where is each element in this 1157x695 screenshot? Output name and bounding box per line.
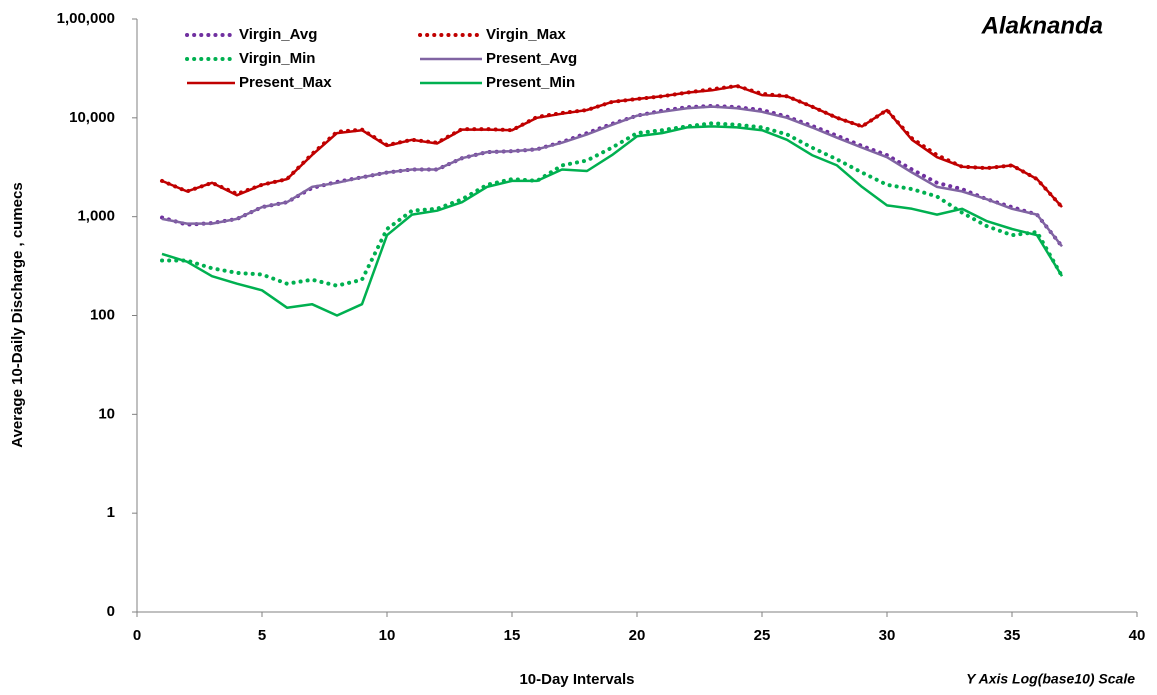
x-tick-label: 40 [1129, 627, 1146, 644]
legend-label: Present_Min [486, 74, 575, 91]
series-line [161, 125, 1064, 317]
x-tick-label: 25 [754, 627, 771, 644]
series-line [161, 105, 1063, 248]
series-line [160, 121, 1064, 288]
y-tick-label: 100 [90, 306, 115, 323]
y-tick-label: 1,000 [77, 208, 115, 225]
series-line [160, 103, 1064, 249]
x-tick-label: 0 [133, 627, 141, 644]
x-tick-label: 10 [379, 627, 396, 644]
legend-label: Virgin_Max [486, 26, 566, 43]
legend-label: Virgin_Avg [239, 26, 317, 43]
x-axis-label: 10-Day Intervals [519, 671, 634, 688]
y-axis-label: Average 10-Daily Discharge , cumecs [9, 182, 26, 447]
y-tick-label: 0 [107, 603, 115, 620]
y-tick-label: 1,00,000 [57, 10, 115, 27]
legend-label: Present_Max [239, 74, 332, 91]
series-line [160, 84, 1064, 210]
x-tick-label: 35 [1004, 627, 1021, 644]
x-tick-label: 20 [629, 627, 646, 644]
legend-label: Present_Avg [486, 50, 577, 67]
y-tick-label: 10 [98, 405, 115, 422]
x-tick-label: 15 [504, 627, 521, 644]
scale-note: Y Axis Log(base10) Scale [966, 671, 1135, 687]
y-tick-label: 1 [107, 504, 115, 521]
legend-label: Virgin_Min [239, 50, 315, 67]
y-tick-label: 10,000 [69, 109, 115, 126]
x-tick-label: 5 [258, 627, 266, 644]
chart-title: Alaknanda [981, 12, 1103, 39]
x-tick-label: 30 [879, 627, 896, 644]
series-line [161, 84, 1063, 208]
